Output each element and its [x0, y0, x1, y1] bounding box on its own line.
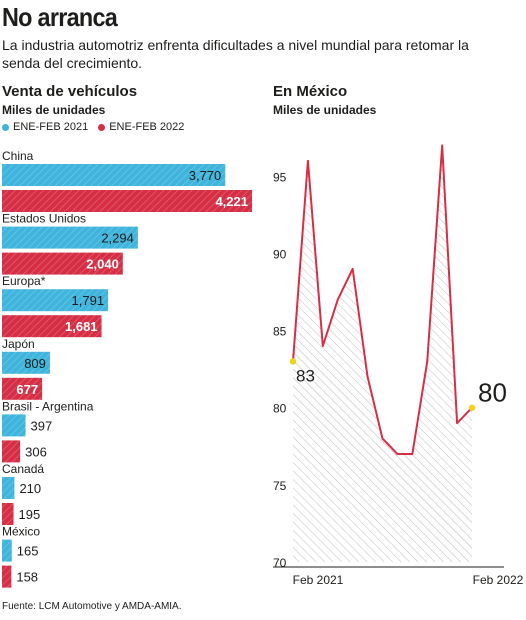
line-chart-subtitle: Miles de unidades: [273, 103, 377, 117]
value-label-2021: 210: [19, 481, 41, 496]
value-label-2022: 158: [16, 570, 38, 585]
headline: No arranca: [2, 2, 118, 32]
bar-chart: China 3,770 4,221 Estados Unidos 2,294 2,040 E…: [2, 149, 252, 588]
y-tick-label: 90: [273, 247, 287, 261]
bar-2022: [2, 565, 12, 588]
bar-2021: [2, 289, 109, 312]
y-tick-label: 95: [273, 170, 287, 184]
bar-2022: [2, 315, 102, 338]
mexico-sales-line: [292, 144, 473, 455]
bar-chart-title: Venta de vehículos: [2, 83, 138, 100]
value-label-2022: 306: [25, 444, 47, 459]
category-label: China: [2, 149, 34, 163]
x-tick-label: Feb 2022: [473, 573, 524, 587]
bar-2021: [2, 226, 138, 249]
bar-chart-subtitle: Miles de unidades: [2, 103, 106, 117]
value-label-2021: 397: [31, 418, 53, 433]
subtitle: La industria automotriz enfrenta dificul…: [2, 37, 469, 71]
y-tick-label: 80: [273, 402, 287, 416]
value-label-2022: 2,040: [86, 257, 119, 272]
start-value-label: 83: [296, 366, 315, 385]
value-label-2021: 1,791: [72, 293, 105, 308]
legend-swatch-2022: [98, 123, 106, 131]
value-label-2021: 2,294: [101, 231, 134, 246]
y-tick-label: 75: [273, 479, 287, 493]
bar-2021: [2, 351, 50, 374]
bar-2022: [2, 377, 43, 400]
bar-2021: [2, 414, 26, 437]
value-label-2021: 809: [24, 356, 46, 371]
category-label: Japón: [2, 337, 35, 351]
category-label: Canadá: [2, 462, 44, 476]
start-point: [289, 358, 297, 365]
category-label: Brasil - Argentina: [2, 399, 94, 413]
value-label-2022: 4,221: [215, 194, 248, 209]
bar-2021: [2, 477, 15, 499]
end-value-label: 80: [478, 378, 507, 408]
bar-2022: [2, 252, 123, 275]
line-chart-title: En México: [273, 83, 348, 100]
legend-label-2021: ENE-FEB 2021: [13, 121, 89, 133]
value-label-2022: 195: [19, 507, 41, 522]
bar-2022: [2, 190, 252, 212]
line-chart: 70 75 80 85 90 95 Feb 2021 Feb 2022 83 80: [273, 144, 524, 587]
line-area-fill: [293, 145, 472, 562]
bar-2022: [2, 503, 14, 525]
value-label-2022: 677: [16, 382, 38, 397]
legend-item-2022: ENE-FEB 2022: [98, 121, 184, 133]
category-label: Europa*: [2, 274, 46, 288]
category-label: México: [2, 525, 40, 539]
bar-chart-legend: ENE-FEB 2021 ENE-FEB 2022: [2, 121, 194, 133]
value-label-2021: 165: [17, 544, 39, 559]
y-tick-label: 85: [273, 325, 287, 339]
bar-2021: [2, 539, 12, 562]
end-point: [468, 404, 476, 411]
bar-2022: [2, 440, 21, 463]
category-label: Estados Unidos: [2, 212, 86, 226]
value-label-2021: 3,770: [189, 168, 222, 183]
legend-swatch-2021: [2, 123, 9, 131]
x-tick-label: Feb 2021: [293, 573, 344, 587]
y-tick-label: 70: [273, 556, 287, 570]
legend-label-2022: ENE-FEB 2022: [109, 121, 185, 133]
legend-item-2021: ENE-FEB 2021: [2, 121, 88, 133]
source-note: Fuente: LCM Automotive y AMDA-AMIA.: [2, 601, 182, 612]
bar-2021: [2, 164, 226, 186]
value-label-2022: 1,681: [65, 319, 98, 334]
